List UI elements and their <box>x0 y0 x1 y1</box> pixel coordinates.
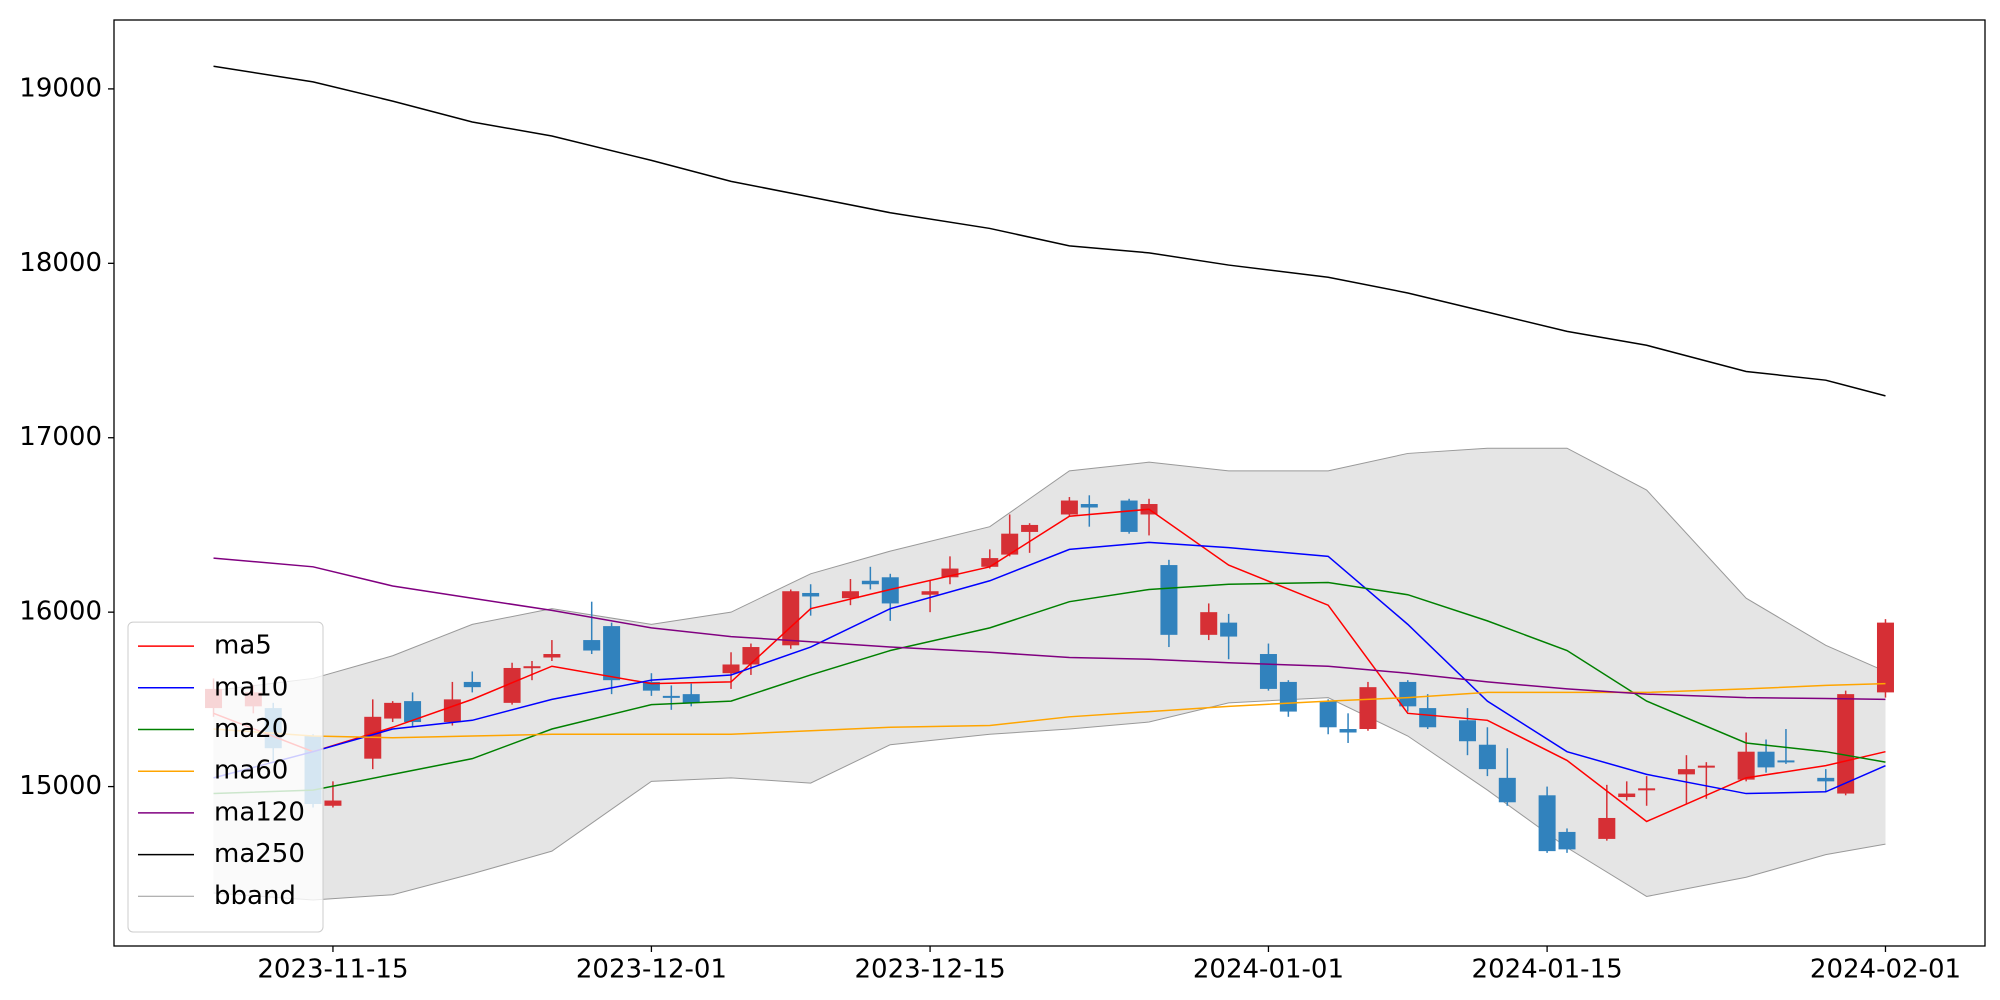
candle-body <box>1200 612 1218 635</box>
candle-body <box>404 701 422 723</box>
x-tick-label: 2023-12-01 <box>576 955 727 985</box>
candle-body <box>583 640 601 651</box>
candle-body <box>682 694 700 703</box>
candle-body <box>782 591 800 646</box>
candle-body <box>941 568 959 578</box>
candle-body <box>921 591 939 595</box>
ma-line <box>213 581 1886 795</box>
legend-label: ma60 <box>214 756 288 786</box>
candle-body <box>1558 831 1576 850</box>
candle-body <box>1458 720 1476 742</box>
x-tick-label: 2024-02-01 <box>1810 955 1961 985</box>
candle-body <box>722 664 740 674</box>
candle-body <box>503 667 521 703</box>
x-tick-label: 2024-01-15 <box>1472 955 1623 985</box>
candle-body <box>324 800 342 806</box>
candle-body <box>642 681 660 691</box>
ma-line <box>213 541 1886 795</box>
candle-body <box>881 577 899 604</box>
candle-body <box>463 681 481 688</box>
candle-body <box>1817 777 1835 782</box>
candle-body <box>1737 751 1755 780</box>
candle-body <box>1598 817 1616 839</box>
candle-body <box>662 695 680 698</box>
y-tick-label: 15000 <box>19 771 102 801</box>
candle-body <box>1359 687 1377 730</box>
x-tick-label: 2023-11-15 <box>257 955 408 985</box>
candle-body <box>1001 533 1019 555</box>
legend-label: ma10 <box>214 672 288 702</box>
candle-body <box>1080 504 1098 508</box>
x-tick-label: 2024-01-01 <box>1193 955 1344 985</box>
y-tick-label: 16000 <box>19 597 102 627</box>
candle-body <box>1478 744 1496 770</box>
candle-body <box>1538 795 1556 852</box>
y-tick-label: 18000 <box>19 248 102 278</box>
candle-body <box>1419 708 1437 728</box>
candle-body <box>1220 622 1238 637</box>
bband-upper <box>213 447 1886 692</box>
candle-body <box>1677 769 1695 775</box>
candle-body <box>1757 751 1775 768</box>
candle-body <box>1837 694 1855 794</box>
legend: ma5 ma10 ma20 ma60 ma120 ma250 bband <box>127 621 324 933</box>
legend-label: ma120 <box>214 797 305 827</box>
legend-label: bband <box>214 881 296 911</box>
candle-body <box>443 699 461 723</box>
candle-body <box>1498 777 1516 803</box>
candle-body <box>981 558 999 567</box>
candle-body <box>1399 681 1417 707</box>
candle-body <box>841 591 859 599</box>
candle-body <box>523 666 541 669</box>
candle-body <box>384 702 402 719</box>
bband-fill <box>213 448 1886 900</box>
plot <box>205 65 1894 901</box>
candle-body <box>603 626 621 681</box>
ma-line <box>213 65 1886 397</box>
candle-body <box>1120 500 1138 532</box>
candle-body <box>1160 565 1178 635</box>
candle-body <box>1618 793 1636 798</box>
bband-lower <box>213 697 1886 901</box>
legend-label: ma5 <box>214 631 272 661</box>
candle-body <box>543 654 561 658</box>
candle-body <box>742 647 760 665</box>
legend-label: ma250 <box>214 839 305 869</box>
candle-body <box>802 592 820 597</box>
candle-body <box>1021 524 1039 532</box>
y-tick-label: 17000 <box>19 422 102 452</box>
legend-label: ma20 <box>214 714 288 744</box>
candle-body <box>1697 765 1715 768</box>
y-tick-label: 19000 <box>19 73 102 103</box>
ma-line <box>213 557 1886 701</box>
candle-body <box>1279 681 1297 712</box>
x-tick-label: 2023-12-15 <box>855 955 1006 985</box>
candle-body <box>1638 788 1656 791</box>
candle-body <box>1876 622 1894 693</box>
plot-frame <box>113 19 1986 947</box>
candle-body <box>1319 701 1337 728</box>
candle-body <box>1060 500 1078 515</box>
candle-body <box>861 580 879 585</box>
candle-body <box>1259 654 1277 689</box>
ma-line <box>213 508 1886 823</box>
candle-body <box>1777 760 1795 763</box>
candle-body <box>1339 729 1357 733</box>
